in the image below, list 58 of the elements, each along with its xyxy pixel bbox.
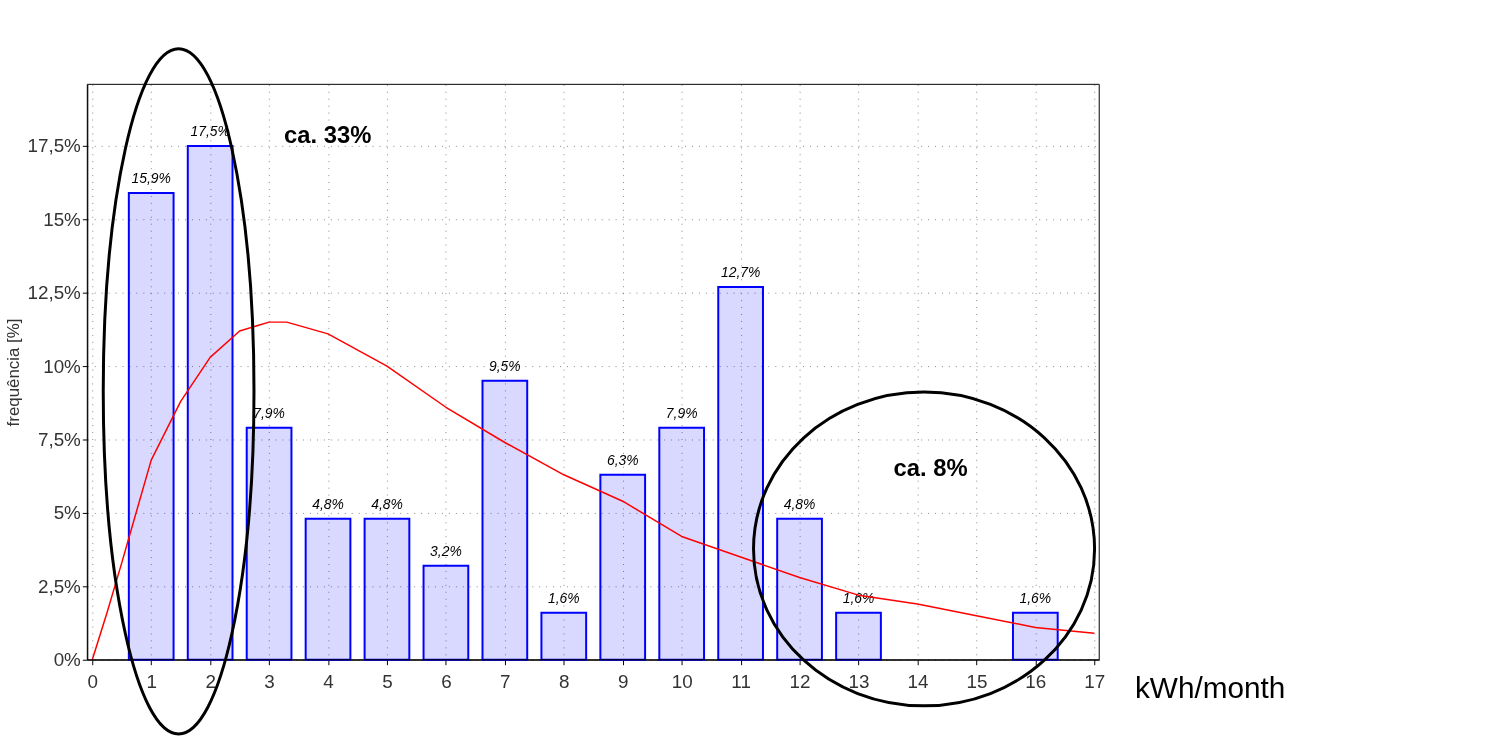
data-label: 1,6% [842,589,875,606]
bar [599,473,647,661]
data-label: 6,3% [606,451,639,468]
bar [304,517,352,661]
x-tick-label: 1 [146,671,157,693]
y-tick-label: 15% [43,208,82,230]
bar [717,285,764,661]
x-tick-label: 7 [500,671,511,693]
annotation: ca. 8% [893,454,968,482]
data-label: 7,9% [253,404,285,421]
bar [245,426,293,661]
bar [1011,611,1059,661]
x-tick-label: 2 [205,671,216,693]
y-tick-label: 10% [43,355,82,377]
y-tick-label: 5% [53,502,82,524]
x-tick-label: 8 [559,671,570,693]
y-tick-label: 7,5% [37,429,82,451]
x-tick-label: 15 [966,671,988,693]
data-label: 12,7% [720,263,761,280]
y-tick-label: 17,5% [27,135,82,157]
x-tick-label: 9 [617,671,629,693]
x-tick-label: 11 [731,671,751,693]
x-tick-label: 13 [848,671,870,693]
annotation: ca. 33% [284,120,372,148]
bar [186,144,234,661]
x-tick-label: 12 [789,671,811,693]
x-tick-label: 16 [1025,671,1047,693]
y-tick-label: 12,5% [27,282,82,304]
x-tick-label: 5 [382,671,393,693]
y-tick-label: 2,5% [37,575,82,597]
bar [776,517,823,661]
data-label: 1,6% [547,589,580,606]
x-tick-label: 3 [264,671,275,693]
x-tick-label: 0 [87,671,98,693]
bar [363,517,411,661]
bar [481,379,529,661]
data-label: 4,8% [783,495,816,512]
data-label: 1,6% [1019,589,1052,606]
line-series [91,321,1096,661]
x-tick-label: 10 [671,671,693,693]
y-axis-title: frequência [%] [4,318,24,427]
bar [658,426,706,661]
bar [540,611,588,661]
bar [422,564,470,661]
data-label: 7,9% [665,404,698,421]
x-tick-label: 17 [1084,671,1106,693]
data-label: 4,8% [371,495,403,512]
x-axis-title: kWh/month [1134,671,1286,705]
x-tick-label: 14 [907,671,929,693]
bar [127,191,175,661]
x-tick-label: 6 [441,671,452,693]
data-label: 4,8% [312,495,344,512]
data-label: 15,9% [131,170,171,187]
y-tick-label: 0% [53,649,82,671]
x-tick-label: 4 [323,671,334,693]
bar [835,611,882,661]
data-label: 9,5% [489,357,521,374]
data-label: 3,2% [430,542,462,559]
